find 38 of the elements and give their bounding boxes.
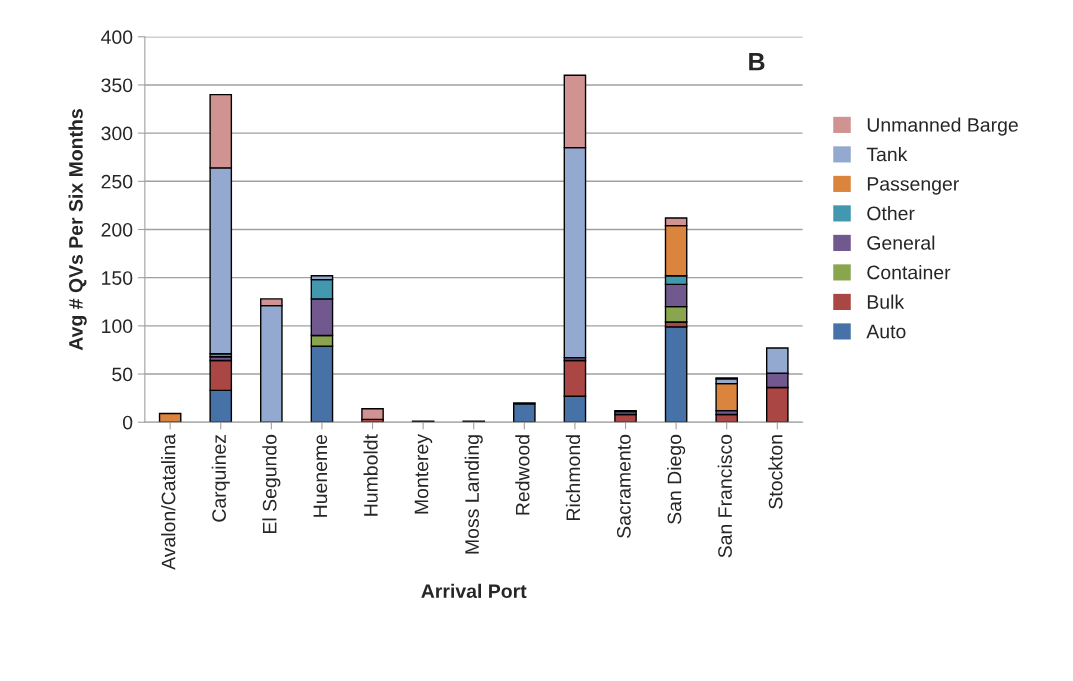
bar [715,382,739,412]
legend-label: Container [867,265,951,280]
legend-label: Tank [866,147,908,162]
x-tick-label: Avalon/Catalina [161,434,176,570]
legend-label: Passenger [867,177,959,195]
x-tick-label: San Diego [667,434,686,524]
x-tick-label: Stockton [768,435,783,509]
legend-label: Unmanned Barge [867,117,1018,136]
y-tick-label: 400 [101,30,133,45]
y-tick-label: 300 [101,126,133,141]
y-tick-label: 350 [101,78,133,93]
x-tick-label: Redwood [515,435,530,515]
legend-label: General [867,235,935,250]
x-axis-title: Arrival Port [421,583,527,599]
x-tick-label: Carquinez [211,434,230,522]
legend-label: Auto [866,324,906,339]
x-tick-label: Monterey [414,434,433,514]
y-tick-label: 150 [102,271,133,285]
x-tick-label: El Segundo [262,434,281,533]
bar [158,412,182,423]
x-tick-label: San Francisco [717,434,732,558]
legend-label: Other [867,206,915,221]
y-tick-label: 0 [123,415,133,430]
y-tick-label: 50 [112,367,133,382]
y-tick-label: 200 [101,222,133,237]
x-tick-label: Hueneme [313,434,328,517]
bar [513,403,536,423]
x-tick-label: Moss Landing [464,435,483,554]
y-tick-label: 100 [102,319,133,334]
bar [664,326,688,423]
x-tick-label: Sacramento [616,434,631,538]
bar [361,408,384,421]
x-tick-label: Richmond [565,435,581,520]
chart-title: B [749,53,765,71]
y-tick-label: 250 [101,174,133,189]
y-axis-title: Avg # QVs Per Six Months [68,109,87,351]
legend-label: Bulk [867,294,905,309]
x-tick-label: Humboldt [363,434,378,516]
